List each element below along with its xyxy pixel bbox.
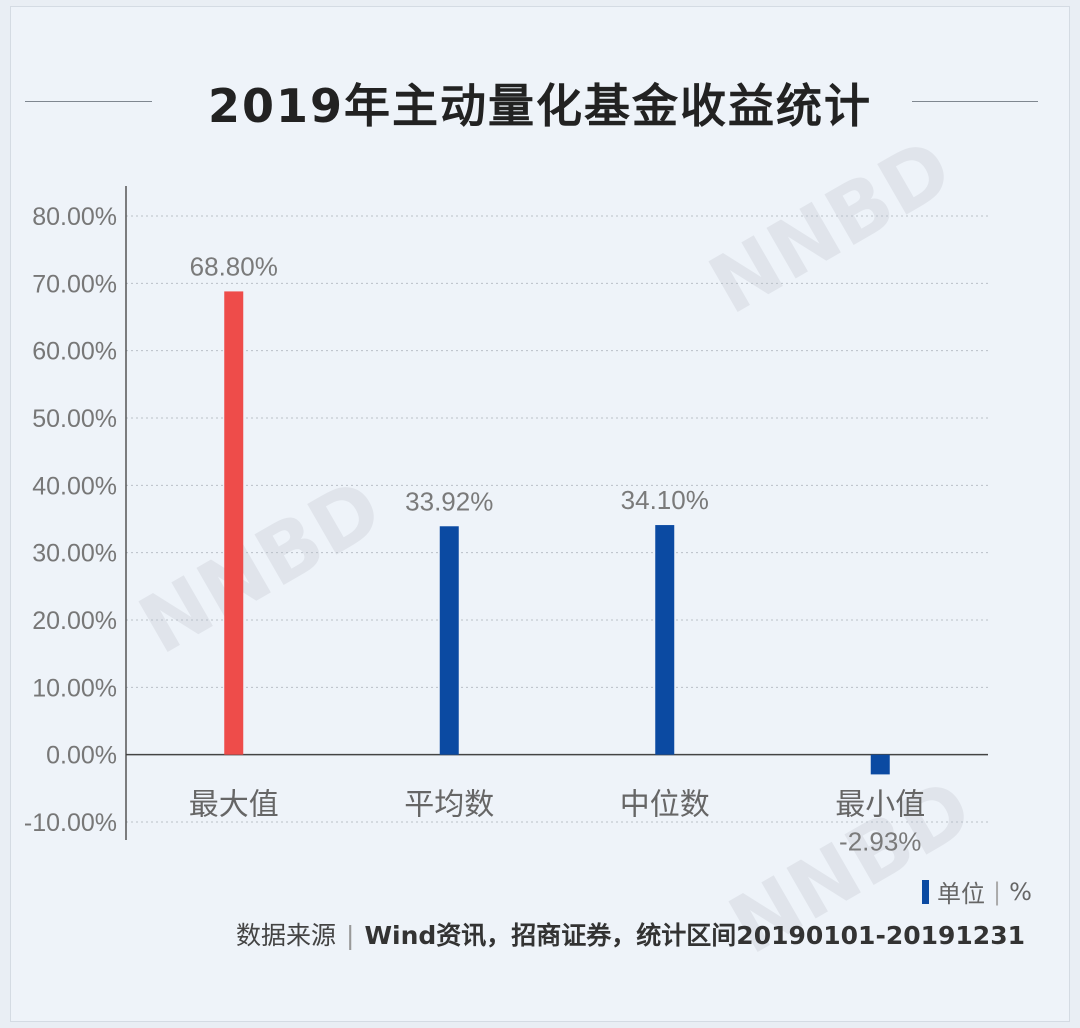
data-source: 数据来源 | Wind资讯，招商证券，统计区间20190101-20191231 <box>236 916 1025 952</box>
y-tick-label: 10.00% <box>32 674 117 702</box>
data-label: 33.92% <box>405 486 493 516</box>
bar <box>870 754 890 775</box>
source-separator: | <box>346 921 355 950</box>
bar <box>655 525 675 755</box>
title-rule-left <box>25 101 152 102</box>
x-tick-label: 最大值 <box>189 788 279 823</box>
y-tick-label: 60.00% <box>32 338 117 366</box>
y-tick-label: 50.00% <box>32 405 117 433</box>
data-label: 68.80% <box>190 251 278 281</box>
y-tick-label: 70.00% <box>32 270 117 298</box>
unit-swatch <box>922 879 929 904</box>
x-tick-label: 平均数 <box>404 788 494 823</box>
x-tick-label: 中位数 <box>620 788 710 823</box>
unit-label: 单位 <box>937 880 985 908</box>
source-label: 数据来源 <box>236 921 337 950</box>
y-tick-label: 40.00% <box>32 472 117 500</box>
source-value: Wind资讯，招商证券，统计区间20190101-20191231 <box>364 921 1025 950</box>
y-tick-label: 0.00% <box>46 742 117 770</box>
data-label: 34.10% <box>621 485 709 515</box>
title-rule-right <box>912 101 1038 102</box>
unit-separator: | <box>993 877 1002 906</box>
y-tick-label: 80.00% <box>32 203 117 231</box>
bar <box>439 526 459 755</box>
y-tick-label: 30.00% <box>32 540 117 568</box>
page-title: 2019年主动量化基金收益统计 <box>207 79 873 133</box>
chart-card <box>10 6 1070 1022</box>
unit-value: % <box>1009 877 1032 906</box>
unit-legend: 单位 | % <box>922 874 1032 909</box>
y-tick-label: -10.00% <box>24 809 117 837</box>
x-tick-label: 最小值 <box>835 788 925 823</box>
bar <box>224 291 244 755</box>
y-tick-label: 20.00% <box>32 607 117 635</box>
data-label: -2.93% <box>839 827 921 857</box>
